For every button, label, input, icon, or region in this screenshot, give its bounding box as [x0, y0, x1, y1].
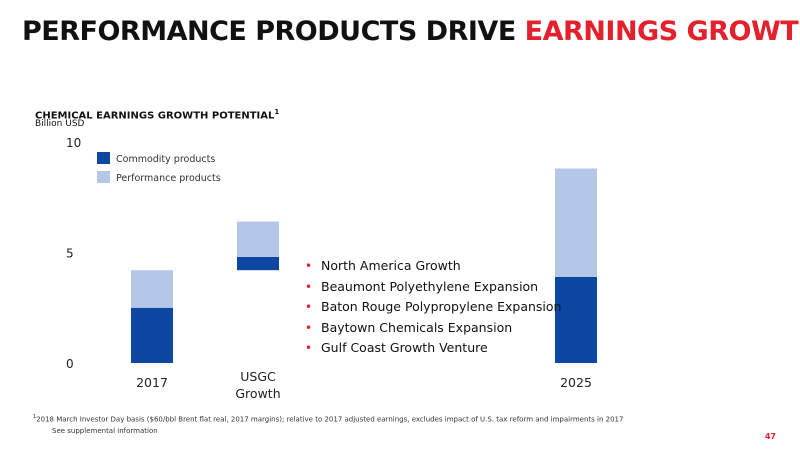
bullet-item: • Gulf Coast Growth Venture — [305, 338, 561, 359]
bullet-dot: • — [305, 300, 313, 314]
bullet-item: • Baytown Chemicals Expansion — [305, 318, 561, 339]
bullet-text: Beaumont Polyethylene Expansion — [321, 278, 539, 294]
bar-commodity-products — [555, 276, 597, 363]
slide-title-main: PERFORMANCE PRODUCTS DRIVE — [22, 16, 516, 47]
bar-commodity-products — [131, 307, 173, 363]
bar-performance-products — [555, 168, 597, 277]
bar-commodity-products — [237, 256, 279, 271]
bullet-dot: • — [305, 259, 313, 273]
x-tick-label: USGC — [240, 369, 276, 384]
bullet-dot: • — [305, 279, 313, 294]
bar-performance-products — [131, 270, 173, 308]
footnote-text: 2018 March Investor Day basis ($60/bbl B… — [36, 415, 624, 424]
supplemental-note: See supplemental information — [52, 427, 158, 435]
bullet-text: Baton Rouge Polypropylene Expansion — [321, 299, 562, 314]
bullet-text: Baytown Chemicals Expansion — [321, 319, 513, 335]
slide-title-accent: EARNINGS GROWTH — [524, 16, 800, 47]
chart-y-unit: Billion USD — [35, 119, 85, 129]
bullet-item: • Beaumont Polyethylene Expansion — [305, 277, 561, 298]
x-tick-label: 2025 — [560, 375, 592, 390]
chart-title-footnote-mark: 1 — [274, 108, 280, 116]
slide-title: PERFORMANCE PRODUCTS DRIVE EARNINGS GROW… — [22, 16, 800, 47]
footnote-mark: 1 — [33, 414, 37, 420]
chart-title: CHEMICAL EARNINGS GROWTH POTENTIAL1 — [35, 108, 279, 121]
chart-title-text: CHEMICAL EARNINGS GROWTH POTENTIAL — [35, 110, 275, 122]
y-tick-label: 5 — [66, 247, 74, 261]
x-tick-label: 2017 — [136, 375, 168, 390]
legend-swatch — [97, 171, 110, 183]
bullet-item: • North America Growth — [305, 256, 561, 277]
legend-label: Commodity products — [116, 154, 215, 165]
bullet-dot: • — [305, 320, 313, 335]
y-tick-label: 0 — [66, 357, 74, 371]
page-number: 47 — [764, 432, 776, 441]
y-tick-label: 10 — [66, 136, 81, 150]
footnote: 12018 March Investor Day basis ($60/bbl … — [33, 414, 623, 423]
bullet-item: • Baton Rouge Polypropylene Expansion — [305, 297, 561, 318]
bullet-dot: • — [305, 341, 313, 355]
legend-swatch — [97, 152, 110, 164]
bullet-text: Gulf Coast Growth Venture — [321, 340, 488, 355]
growth-project-list: • North America Growth • Beaumont Polyethy… — [305, 256, 561, 359]
bullet-text: North America Growth — [321, 258, 461, 273]
legend-label: Performance products — [116, 173, 221, 184]
bar-performance-products — [237, 221, 279, 257]
x-tick-label: Growth — [235, 386, 280, 401]
